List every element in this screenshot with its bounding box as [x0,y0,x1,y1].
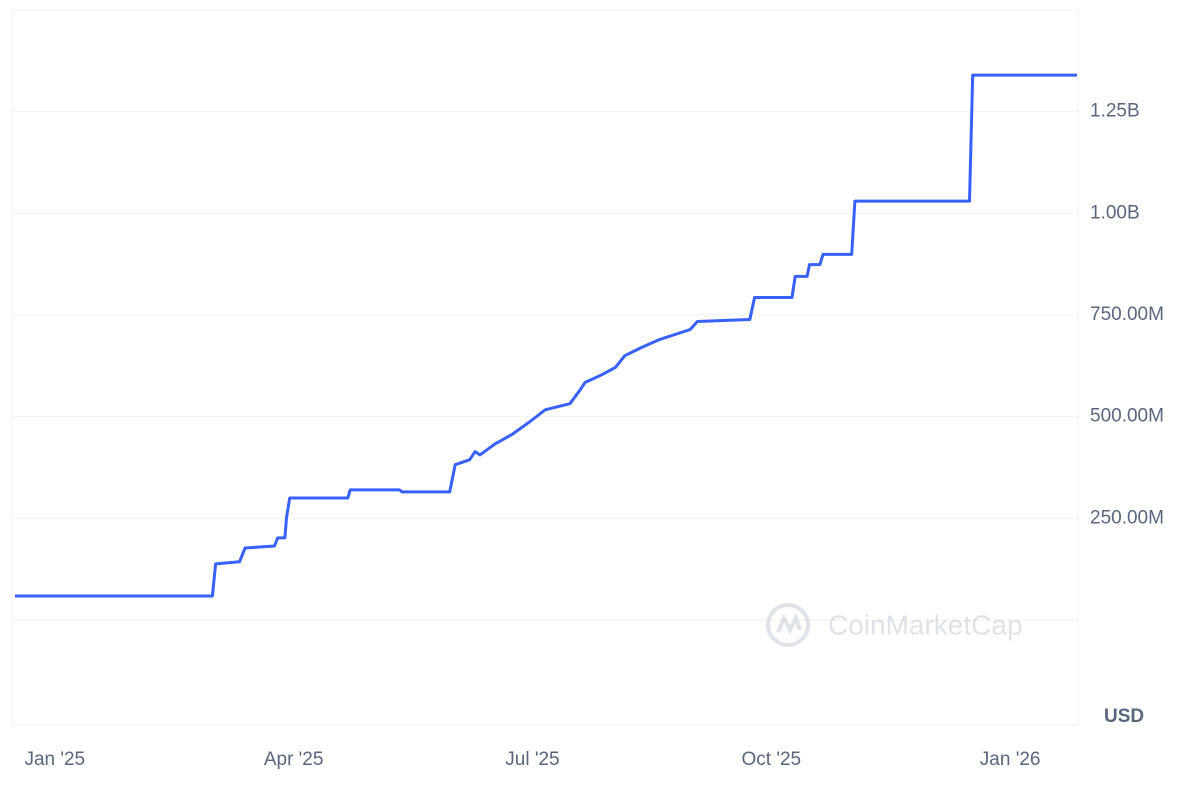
y-tick-label: 1.25B [1090,101,1140,122]
y-tick-label: 1.00B [1090,202,1140,223]
x-tick-label: Oct '25 [741,749,801,770]
currency-label: USD [1104,706,1144,727]
watermark: CoinMarketCap [766,603,1023,647]
watermark-text: CoinMarketCap [828,609,1023,640]
watermark-logo [766,603,810,647]
price-line [15,73,1077,598]
watermark-logo-mark [776,612,802,635]
y-tick-label: 750.00M [1090,304,1164,325]
x-tick-label: Jul '25 [505,749,559,770]
y-tick-label: 500.00M [1090,406,1164,427]
x-tick-label: Apr '25 [264,749,324,770]
x-tick-label: Jan '25 [24,749,85,770]
x-tick-label: Jan '26 [980,749,1041,770]
y-tick-label: 250.00M [1090,507,1164,528]
